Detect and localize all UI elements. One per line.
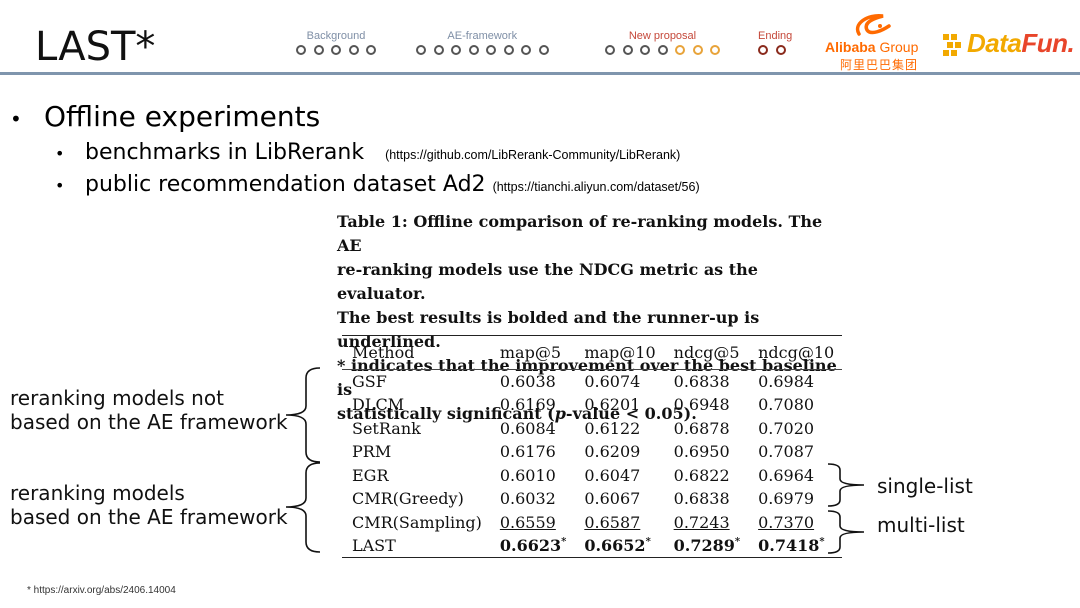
header-divider (0, 72, 1080, 75)
table-caption: Table 1: Offline comparison of re-rankin… (337, 212, 837, 423)
nav-dot[interactable] (313, 45, 324, 55)
label-single-list: single-list (877, 474, 973, 498)
nav-dot[interactable] (451, 45, 461, 55)
nav-dot[interactable] (758, 45, 768, 55)
nav-label-new-proposal: New proposal (628, 30, 697, 42)
table-row: DLCM 0.6169 0.6201 0.6948 0.7080 (352, 395, 815, 415)
nav-dot[interactable] (433, 45, 444, 55)
nav-dot[interactable] (605, 45, 615, 55)
nav-label-background: Background (306, 30, 366, 42)
nav-dot[interactable] (486, 45, 496, 55)
nav-dot[interactable] (348, 45, 359, 55)
nav-dots-new-proposal (605, 45, 720, 55)
col-map10: map@10 (584, 343, 656, 362)
nav-label-ae-framework: AE-framework (447, 30, 518, 42)
left-brace-bottom-icon (285, 462, 321, 553)
bullet-dot-icon: • (55, 176, 65, 195)
table-row-best: LAST 0.6623* 0.6652* 0.7289* 0.7418* (342, 534, 843, 558)
alibaba-swoosh-icon (855, 14, 891, 36)
nav-dots-background (296, 45, 376, 55)
nav-section-background[interactable]: Background (296, 30, 376, 55)
label-ae-models: reranking models based on the AE framewo… (10, 481, 288, 529)
right-brace-single-list-icon (827, 463, 865, 507)
librerank-link[interactable]: (https://github.com/LibRerank-Community/… (385, 148, 681, 162)
nav-dot[interactable] (468, 45, 479, 55)
table-row-runner-up: CMR(Sampling) 0.6559 0.6587 0.7243 0.7370 (352, 512, 815, 532)
nav-dot[interactable] (296, 45, 306, 55)
nav-dot[interactable] (366, 45, 376, 55)
nav-dot-active[interactable] (692, 45, 703, 55)
label-non-ae-models: reranking models not based on the AE fra… (10, 386, 288, 434)
nav-dot[interactable] (657, 45, 668, 55)
left-brace-top-icon (285, 367, 321, 463)
table-row: GSF 0.6038 0.6074 0.6838 0.6984 (352, 372, 815, 391)
nav-label-ending: Ending (758, 30, 793, 42)
col-map5: map@5 (499, 343, 561, 362)
datafun-mark-icon (943, 34, 961, 56)
bullet-ad2-dataset: • public recommendation dataset Ad2 (http… (55, 172, 700, 197)
col-ndcg10: ndcg@10 (758, 343, 835, 362)
label-multi-list: multi-list (877, 513, 965, 537)
nav-section-ae-framework[interactable]: AE-framework (416, 30, 549, 55)
results-table: Method map@5 map@10 ndcg@5 ndcg@10 GSF 0.… (342, 335, 843, 558)
nav-dot[interactable] (521, 45, 531, 55)
table-header-row: Method map@5 map@10 ndcg@5 ndcg@10 (342, 335, 843, 370)
nav-dot[interactable] (416, 45, 426, 55)
bullet-dot-icon: • (55, 144, 65, 163)
col-method: Method (352, 343, 415, 362)
nav-section-ending[interactable]: Ending (758, 30, 792, 55)
bullet-dot-icon: • (10, 107, 22, 131)
alibaba-cn-text: 阿里巴巴集团 (840, 58, 919, 72)
table-row: PRM 0.6176 0.6209 0.6950 0.7087 (352, 442, 815, 462)
nav-dot[interactable] (503, 45, 514, 55)
slide-title: LAST* (35, 24, 156, 70)
nav-dots-ae-framework (416, 45, 549, 55)
table-row: CMR(Greedy) 0.6032 0.6067 0.6838 0.6979 (352, 489, 815, 509)
nav-dot-active[interactable] (710, 45, 720, 55)
col-ndcg5: ndcg@5 (673, 343, 740, 362)
footnote-arxiv-link[interactable]: * https://arxiv.org/abs/2406.14004 (27, 585, 176, 596)
nav-dot[interactable] (775, 45, 786, 55)
nav-dot-active[interactable] (675, 45, 685, 55)
nav-section-new-proposal[interactable]: New proposal (605, 30, 720, 55)
table-row: EGR 0.6010 0.6047 0.6822 0.6964 (352, 465, 815, 485)
alibaba-brand-text: Alibaba Group (825, 39, 919, 55)
datafun-wordmark: DataFun. (967, 28, 1075, 58)
bullet-benchmarks: • benchmarks in LibRerank (https://github… (55, 140, 681, 165)
nav-dot[interactable] (331, 45, 341, 55)
nav-dot[interactable] (622, 45, 633, 55)
alibaba-logo: Alibaba Group 阿里巴巴集团 (825, 12, 935, 72)
nav-dot[interactable] (640, 45, 650, 55)
table-row: SetRank 0.6084 0.6122 0.6878 0.7020 (352, 418, 815, 438)
right-brace-multi-list-icon (827, 510, 865, 554)
nav-dots-ending (758, 45, 792, 55)
ad2-link[interactable]: (https://tianchi.aliyun.com/dataset/56) (492, 180, 700, 194)
datafun-logo: DataFun. (943, 28, 1075, 62)
bullet-offline-experiments: • Offline experiments (10, 100, 321, 133)
nav-dot[interactable] (538, 45, 549, 55)
